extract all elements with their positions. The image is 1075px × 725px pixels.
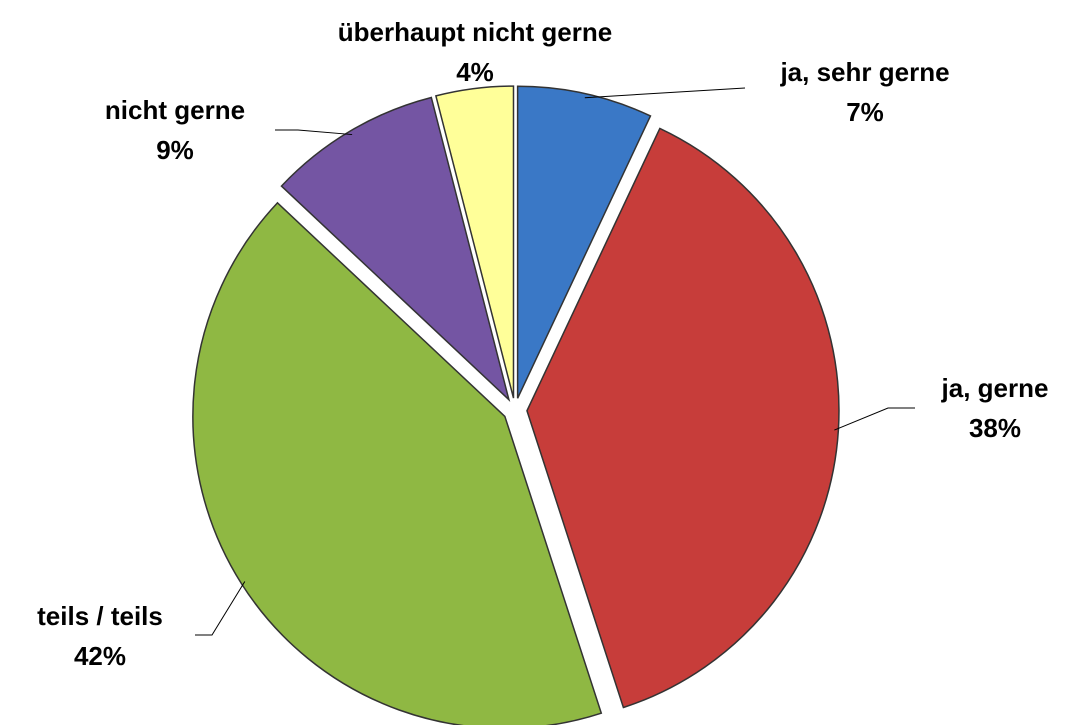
pie-slice [192, 201, 603, 725]
data-label: teils / teils 42% [37, 596, 163, 676]
data-label: ja, gerne 38% [942, 368, 1049, 448]
pie-slice [280, 96, 511, 402]
value-label: 42% [73, 641, 127, 671]
data-label: ja, sehr gerne 7% [780, 52, 949, 132]
pie-slice [516, 85, 652, 399]
value-label: 4% [456, 57, 494, 87]
category-label: teils / teils [37, 601, 163, 631]
pie-slice [434, 85, 515, 399]
data-label: nicht gerne 9% [105, 90, 245, 170]
value-label: 9% [156, 135, 194, 165]
category-label: nicht gerne [104, 95, 246, 125]
leader-line [275, 129, 353, 136]
category-label: ja, sehr gerne [780, 57, 950, 87]
leader-line [834, 407, 915, 431]
leader-line [195, 581, 246, 636]
value-label: 7% [846, 97, 884, 127]
leader-line [584, 87, 746, 99]
category-label: überhaupt nicht gerne [337, 17, 613, 47]
pie-slice [526, 127, 840, 709]
data-label: überhaupt nicht gerne 4% [325, 12, 625, 92]
category-label: ja, gerne [941, 373, 1049, 403]
value-label: 38% [968, 413, 1022, 443]
